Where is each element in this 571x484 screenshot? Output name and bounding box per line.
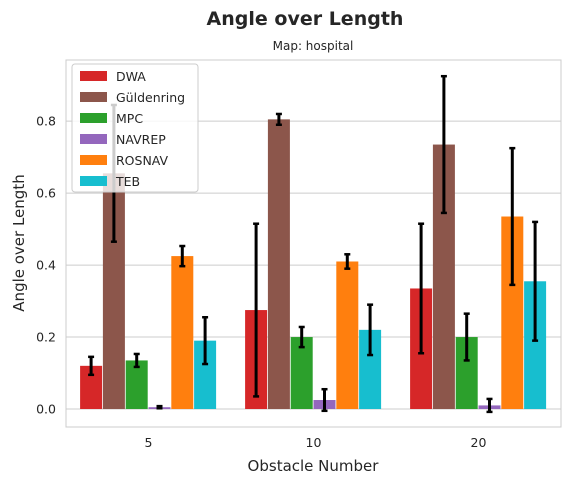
bar bbox=[80, 365, 103, 410]
y-tick-label: 0.2 bbox=[36, 330, 56, 345]
bar bbox=[194, 340, 217, 410]
legend-label: NAVREP bbox=[116, 132, 166, 147]
bar bbox=[102, 173, 125, 410]
y-tick-label: 0.4 bbox=[36, 258, 56, 273]
legend-swatch bbox=[80, 92, 107, 102]
legend-label: ROSNAV bbox=[116, 153, 169, 168]
legend-swatch bbox=[80, 134, 107, 144]
bars bbox=[80, 119, 547, 410]
x-tick-label: 10 bbox=[306, 435, 322, 450]
y-tick-label: 0.0 bbox=[36, 402, 56, 417]
legend-label: MPC bbox=[116, 111, 143, 126]
bar bbox=[290, 337, 313, 410]
bar bbox=[524, 281, 547, 410]
bar bbox=[501, 216, 524, 410]
bar bbox=[455, 337, 478, 410]
x-tick-label: 5 bbox=[145, 435, 153, 450]
y-tick-label: 0.6 bbox=[36, 186, 56, 201]
legend: DWA Güldenring MPC NAVREP ROSNAV TEB bbox=[71, 63, 199, 193]
legend-label: Güldenring bbox=[116, 90, 185, 105]
bar bbox=[171, 256, 194, 410]
y-tick-label: 0.8 bbox=[36, 114, 56, 129]
bar bbox=[336, 261, 359, 410]
y-tick-labels: 0.0 0.2 0.4 0.6 0.8 bbox=[36, 114, 56, 417]
chart-title: Angle over Length bbox=[207, 8, 404, 30]
legend-label: TEB bbox=[115, 174, 140, 189]
bar bbox=[267, 119, 290, 410]
x-tick-labels: 5 10 20 bbox=[145, 435, 487, 450]
x-axis-label: Obstacle Number bbox=[248, 457, 380, 475]
legend-label: DWA bbox=[116, 69, 146, 84]
bar bbox=[359, 329, 382, 410]
bar bbox=[125, 360, 148, 410]
legend-swatch bbox=[80, 113, 107, 123]
legend-swatch bbox=[80, 176, 107, 186]
chart-subtitle: Map: hospital bbox=[273, 39, 354, 53]
legend-swatch bbox=[80, 155, 107, 165]
y-axis-label: Angle over Length bbox=[10, 174, 28, 311]
x-tick-label: 20 bbox=[471, 435, 487, 450]
bar bbox=[432, 144, 455, 410]
legend-swatch bbox=[80, 71, 107, 81]
